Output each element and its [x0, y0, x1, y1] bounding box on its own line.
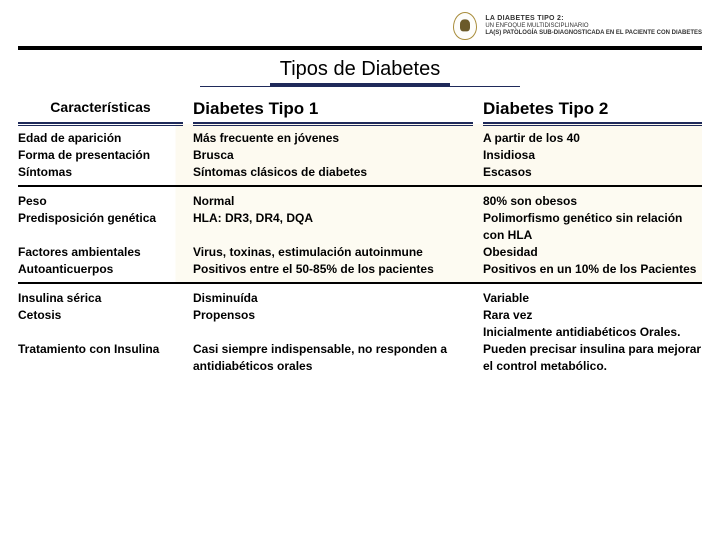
cell-characteristics: Edad de aparición Forma de presentación … — [18, 130, 183, 180]
title-wrap: Tipos de Diabetes — [18, 58, 702, 87]
col-head-tipo1: Diabetes Tipo 1 — [193, 99, 473, 124]
column-headers: Características Diabetes Tipo 1 Diabetes… — [18, 99, 702, 124]
cell-tipo2: A partir de los 40 Insidiosa Escasos — [483, 130, 702, 180]
table-row: Edad de aparición Forma de presentación … — [18, 124, 702, 185]
title-underline — [200, 86, 520, 87]
header-line3: LA(S) PATOLOGÍA SUB-DIAGNOSTICADA EN EL … — [485, 30, 702, 37]
col-head-caracteristicas: Características — [18, 99, 183, 124]
table-row: Insulina sérica Cetosis Tratamiento con … — [18, 284, 702, 379]
cell-tipo1: Más frecuente en jóvenes Brusca Síntomas… — [193, 130, 473, 180]
table-row: Peso Predisposición genética Factores am… — [18, 187, 702, 282]
col-head-tipo2: Diabetes Tipo 2 — [483, 99, 702, 124]
cell-tipo1: Normal HLA: DR3, DR4, DQA Virus, toxinas… — [193, 193, 473, 277]
page-title: Tipos de Diabetes — [270, 58, 450, 86]
cell-characteristics: Insulina sérica Cetosis Tratamiento con … — [18, 290, 183, 374]
header-bar: LA DIABETES TIPO 2: UN ENFOQUE MULTIDISC… — [18, 12, 702, 44]
top-rule-thin — [18, 49, 702, 50]
cell-characteristics: Peso Predisposición genética Factores am… — [18, 193, 183, 277]
cell-tipo2: Variable Rara vez Inicialmente antidiabé… — [483, 290, 702, 374]
logo-icon — [453, 12, 477, 40]
cell-tipo1: Disminuída Propensos Casi siempre indisp… — [193, 290, 473, 374]
header-line1: LA DIABETES TIPO 2: — [485, 15, 702, 23]
cell-tipo2: 80% son obesos Polimorfismo genético sin… — [483, 193, 702, 277]
header-text: LA DIABETES TIPO 2: UN ENFOQUE MULTIDISC… — [485, 15, 702, 38]
